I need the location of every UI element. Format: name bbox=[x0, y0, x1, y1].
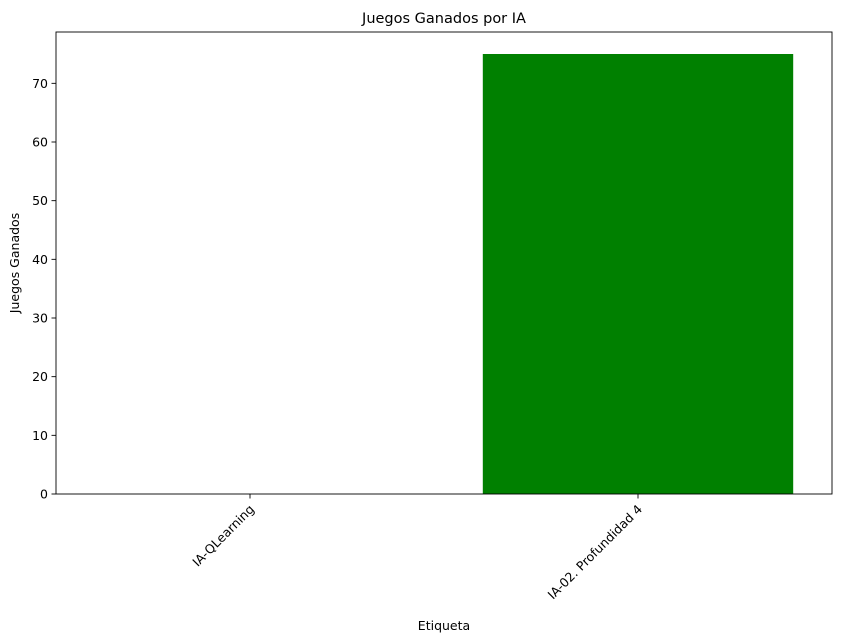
y-tick-label: 70 bbox=[32, 76, 48, 91]
bar-2 bbox=[482, 54, 794, 494]
x-tick-label: IA-QLearning bbox=[189, 502, 257, 570]
y-axis: 0 10 20 30 40 50 60 70 bbox=[32, 76, 56, 502]
y-tick-label: 10 bbox=[32, 428, 48, 443]
x-axis-label: Etiqueta bbox=[418, 618, 470, 633]
y-tick-label: 50 bbox=[32, 193, 48, 208]
plot-frame bbox=[55, 31, 833, 495]
chart-title: Juegos Ganados por IA bbox=[361, 11, 526, 27]
x-tick-label: IA-02. Profundidad 4 bbox=[545, 501, 646, 602]
x-axis: IA-QLearning IA-02. Profundidad 4 bbox=[189, 494, 645, 602]
y-tick-label: 40 bbox=[32, 252, 48, 267]
y-tick-label: 0 bbox=[40, 487, 48, 502]
y-axis-label: Juegos Ganados bbox=[7, 213, 22, 314]
y-tick-label: 60 bbox=[32, 135, 48, 150]
bars-group bbox=[482, 54, 794, 494]
y-tick-label: 30 bbox=[32, 311, 48, 326]
y-tick-label: 20 bbox=[32, 369, 48, 384]
